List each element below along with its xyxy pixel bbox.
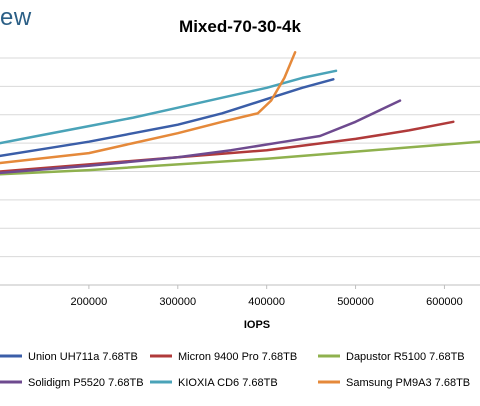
x-tick-label-1: 300000	[159, 296, 196, 308]
chart-title: Mixed-70-30-4k	[179, 17, 301, 36]
series-lines	[0, 51, 480, 176]
series-line-5	[0, 51, 297, 165]
series-line-4	[0, 69, 338, 145]
x-tick-label-3: 500000	[337, 296, 374, 308]
legend-label-0: Union UH711a 7.68TB	[28, 351, 138, 363]
legend-label-2: Dapustor R5100 7.68TB	[346, 351, 465, 363]
legend-label-3: Solidigm P5520 7.68TB	[28, 377, 144, 389]
watermark-logo: ew	[0, 4, 32, 31]
x-axis: 200000 300000 400000 500000 600000	[0, 284, 480, 308]
legend-label-5: Samsung PM9A3 7.68TB	[346, 377, 470, 389]
series-line-0	[0, 78, 335, 158]
series-line-2	[0, 140, 480, 176]
gridlines	[0, 57, 480, 258]
legend-label-1: Micron 9400 Pro 7.68TB	[178, 351, 297, 363]
legend-label-4: KIOXIA CD6 7.68TB	[178, 377, 278, 389]
x-axis-label: IOPS	[244, 319, 270, 331]
x-tick-label-0: 200000	[71, 296, 108, 308]
series-line-3	[0, 99, 402, 175]
x-tick-label-2: 400000	[248, 296, 285, 308]
legend: Union UH711a 7.68TB Micron 9400 Pro 7.68T…	[0, 351, 470, 389]
x-tick-label-4: 600000	[426, 296, 463, 308]
series-line-1	[0, 120, 455, 173]
